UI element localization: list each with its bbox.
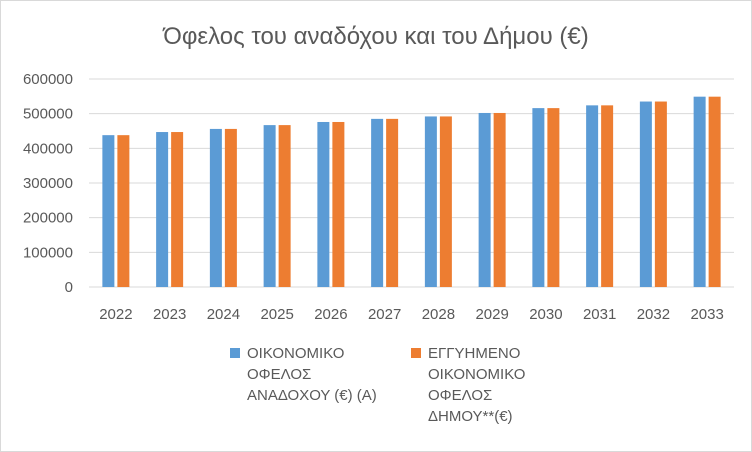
x-tick-label: 2033: [690, 306, 723, 323]
bar-series1-2032: [639, 101, 652, 288]
y-tick-label: 300000: [23, 175, 73, 192]
legend-label-1: ΟΦΕΛΟΣ: [247, 366, 311, 383]
legend-label-1: ΟΙΚΟΝΟΜΙΚΟ: [247, 345, 344, 362]
bar-series2-2026: [332, 121, 345, 287]
bar-series1-2026: [317, 121, 330, 287]
bar-series1-2022: [102, 135, 115, 287]
bar-series1-2028: [424, 116, 437, 287]
legend-label-2: ΕΓΓΥΗΜΕΝΟ: [428, 345, 520, 362]
y-tick-label: 0: [65, 279, 73, 296]
y-tick-label: 600000: [23, 71, 73, 88]
x-tick-label: 2023: [153, 306, 186, 323]
bar-series2-2029: [493, 112, 506, 288]
chart-title: Όφελος του αναδόχου και του Δήμου (€): [162, 23, 588, 50]
bar-series1-2033: [693, 96, 706, 288]
gridlines: [89, 78, 734, 288]
y-tick-label: 100000: [23, 244, 73, 261]
legend-label-2: ΟΙΚΟΝΟΜΙΚΟ: [428, 366, 525, 383]
bar-series2-2024: [224, 128, 237, 287]
legend-label-1: ΑΝΑΔΟΧΟΥ (€) (Α): [247, 387, 377, 404]
legend-label-2: ΟΦΕΛΟΣ: [428, 387, 492, 404]
y-tick-label: 400000: [23, 140, 73, 157]
bar-series1-2027: [371, 118, 384, 287]
y-tick-label: 200000: [23, 210, 73, 227]
bar-series2-2028: [439, 116, 452, 287]
x-tick-label: 2028: [422, 306, 455, 323]
x-axis: 2022 2023 2024 2025 2026 2027 2028 2029 2030 2031…: [99, 306, 724, 323]
legend: ΟΙΚΟΝΟΜΙΚΟ ΟΦΕΛΟΣ ΑΝΑΔΟΧΟΥ (€) (Α) ΕΓΓΥΗΜΕΝ…: [230, 345, 525, 425]
x-tick-label: 2027: [368, 306, 401, 323]
x-tick-label: 2031: [583, 306, 616, 323]
legend-label-2: ΔΗΜΟΥ**(€): [428, 408, 513, 425]
y-tick-label: 500000: [23, 106, 73, 123]
bar-series2-2022: [117, 135, 130, 287]
bar-series1-2023: [156, 132, 169, 287]
x-tick-label: 2025: [260, 306, 293, 323]
bars: [102, 96, 721, 288]
bar-series1-2024: [209, 128, 222, 287]
bar-series2-2027: [386, 118, 399, 287]
bar-series1-2030: [532, 108, 545, 288]
bar-series2-2033: [708, 96, 721, 288]
x-tick-label: 2022: [99, 306, 132, 323]
y-axis: 0 100000 200000 300000 400000 500000 600000: [23, 71, 73, 296]
bar-series2-2031: [601, 105, 614, 287]
x-tick-label: 2029: [475, 306, 508, 323]
x-tick-label: 2030: [529, 306, 562, 323]
x-tick-label: 2026: [314, 306, 347, 323]
bar-series2-2032: [654, 101, 667, 288]
x-tick-label: 2032: [637, 306, 670, 323]
bar-series1-2025: [263, 125, 276, 288]
bar-series2-2030: [547, 108, 560, 288]
bar-series2-2023: [171, 132, 184, 287]
bar-series2-2025: [278, 125, 291, 288]
legend-swatch-1: [230, 348, 240, 358]
x-tick-label: 2024: [207, 306, 240, 323]
bar-series1-2029: [478, 112, 491, 288]
legend-swatch-2: [411, 348, 421, 358]
bar-series1-2031: [586, 105, 599, 287]
